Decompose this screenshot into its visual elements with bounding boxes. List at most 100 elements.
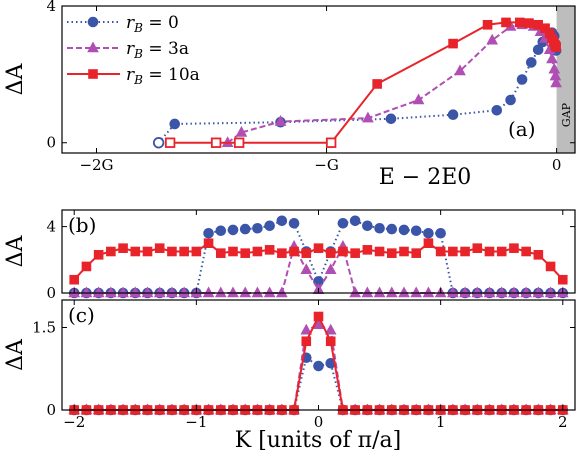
data-point [300,323,313,335]
data-point [235,125,248,137]
data-point [374,246,385,257]
data-point [350,248,360,258]
data-point [447,109,459,121]
series-red [69,238,568,285]
y-axis-label: ΔA [3,63,28,96]
data-point [505,94,516,106]
data-point [362,111,374,123]
data-point [166,286,178,298]
data-point [337,217,349,229]
data-point [349,215,361,227]
data-point [459,286,471,298]
data-point [362,220,373,232]
x-tick-label: −2G [79,156,113,174]
legend-symbol: r [126,39,135,59]
data-point [447,286,459,298]
data-point [545,261,556,272]
data-point [520,286,532,298]
data-point [410,225,422,237]
data-point [92,286,105,298]
data-point [361,286,374,298]
y-tick-label: 1.5 [32,319,56,337]
data-point [117,286,129,298]
panel-label: (a) [508,117,536,141]
legend-subscript: B [133,21,143,35]
data-point [460,246,470,257]
x-tick-label: −2 [63,413,85,431]
data-point [276,286,288,298]
data-point [152,137,165,149]
y-tick-label: 0 [46,401,56,419]
data-point [544,286,557,298]
data-point [486,33,499,45]
legend-item: rB = 10a [67,65,200,87]
y-tick-label: 0 [46,284,56,302]
data-point [289,246,299,257]
series-red [164,17,561,148]
gap-label: GAP [560,102,573,127]
legend-label: rB = 0 [126,13,179,35]
data-point [169,118,181,130]
axes-frame [61,5,576,154]
data-point [203,238,214,248]
data-point [386,223,398,235]
data-point [214,286,227,298]
legend-marker [87,16,99,28]
legend-item: rB = 0 [67,13,179,35]
data-point [215,225,227,237]
data-point [521,246,531,257]
data-point [448,246,458,257]
x-tick-label: 1 [436,413,446,431]
data-point [325,248,336,258]
x-tick-label: −1 [185,413,207,431]
data-point [410,286,423,298]
data-point [312,318,325,330]
x-tick-label: 0 [552,156,562,174]
legend-label: rB = 10a [126,65,200,87]
data-point [252,246,263,257]
data-point [277,248,287,258]
data-point [215,248,226,258]
data-point [81,261,92,272]
data-point [233,137,245,148]
data-point [141,286,154,298]
data-point [301,248,312,258]
x-tick-label: 0 [314,413,324,431]
data-point [154,243,165,253]
data-point [411,248,422,258]
data-point [227,286,239,298]
data-point [300,263,313,275]
data-point [483,286,496,298]
legend-value: = 3a [143,39,189,59]
series-blue [152,27,562,149]
legend-marker [88,69,98,79]
data-point [93,250,104,260]
data-point [448,38,458,49]
data-point [191,246,202,257]
data-point [435,227,446,239]
data-point [373,286,386,298]
data-point [423,238,434,248]
data-point [482,20,493,30]
data-point [532,44,544,56]
data-point [399,246,409,257]
data-point [129,286,142,298]
data-point [313,360,324,372]
legend-label: rB = 3a [126,39,189,61]
x-axis-label-c: K [units of π/a] [235,428,401,453]
data-point [422,286,435,298]
y-axis-label: ΔA [3,235,28,268]
data-point [210,137,222,148]
legend: rB = 0 rB = 3a rB = 10a [67,13,200,87]
data-point [385,113,397,125]
data-point [313,311,324,322]
data-point [228,246,238,257]
legend-subscript: B [133,73,143,87]
data-point [338,246,348,257]
data-point [516,74,528,85]
data-point [203,227,214,239]
data-point [472,243,483,253]
data-point [324,263,337,275]
y-tick-label: 4 [46,218,56,236]
